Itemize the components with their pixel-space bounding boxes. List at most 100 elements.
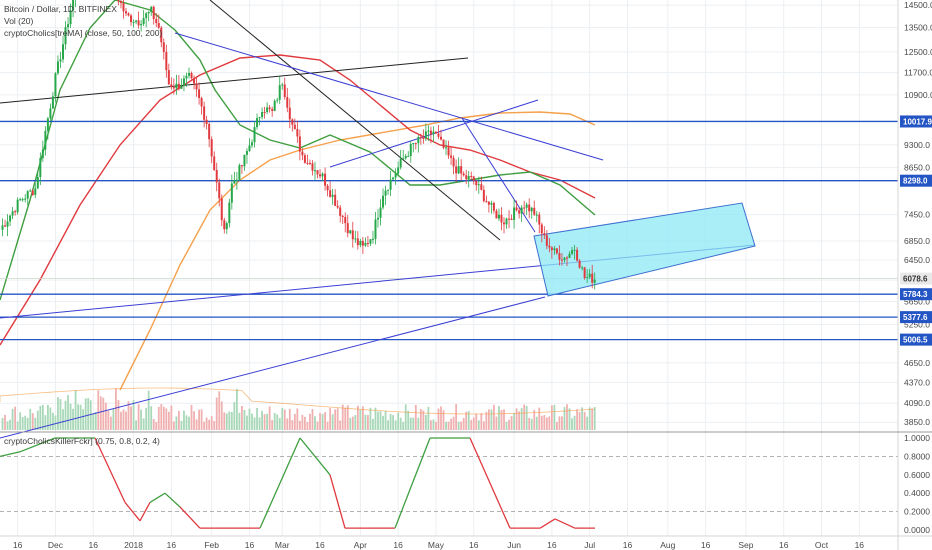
candle-body — [326, 185, 329, 191]
candle-body — [49, 108, 52, 119]
candle-body — [291, 119, 294, 125]
candle-body — [16, 199, 19, 213]
candle-body — [142, 18, 145, 24]
price-tick-label: 11700.0 — [904, 68, 932, 78]
volume-bar — [528, 417, 531, 430]
trend-drawings — [0, 0, 898, 439]
price-tick-label: 9300.0 — [904, 140, 930, 150]
candle-body — [180, 85, 183, 89]
candle-body — [331, 194, 334, 197]
candle-body — [324, 173, 327, 186]
volume-bar — [203, 421, 206, 430]
candle-body — [377, 217, 379, 220]
candle-body — [155, 18, 158, 24]
candle-body — [24, 198, 27, 200]
volume-bar — [115, 388, 117, 430]
candle-body — [535, 214, 538, 216]
volume-bar — [445, 421, 447, 430]
volume-bar — [556, 421, 558, 430]
level-tag-label: 5377.6 — [903, 313, 928, 322]
volume-bar — [243, 409, 246, 430]
price-tick-label: 12500.0 — [904, 47, 932, 57]
candle-body — [389, 179, 392, 190]
volume-bar — [160, 404, 163, 430]
candle-body — [170, 84, 173, 88]
candle-body — [117, 0, 120, 2]
volume-bar — [218, 391, 221, 430]
time-tick-label: Feb — [204, 540, 219, 550]
candle-body — [397, 167, 400, 174]
volume-bar — [180, 420, 183, 430]
candle-body — [467, 175, 470, 179]
candle-body — [1, 225, 4, 230]
volume-bar — [336, 408, 339, 430]
candle-body — [407, 155, 410, 157]
volume-bar — [387, 420, 389, 430]
candle-body — [457, 166, 460, 174]
volume-bar — [480, 413, 483, 430]
candle-body — [177, 83, 180, 89]
time-tick-label: 16 — [469, 540, 479, 550]
moving-averages — [0, 0, 596, 391]
candle-body — [301, 151, 304, 156]
candle-body — [578, 260, 581, 268]
candle-body — [165, 51, 168, 71]
candle-body — [576, 249, 579, 261]
volume-bar — [339, 420, 342, 430]
candle-body — [59, 59, 62, 62]
oscillator-segment — [539, 518, 556, 529]
candle-body — [119, 1, 122, 4]
oscillator-segment — [124, 501, 141, 522]
volume-bar — [155, 421, 158, 430]
candle-body — [152, 6, 155, 19]
candle-body — [218, 182, 221, 199]
volume-bar — [263, 414, 266, 430]
price-tick-label: 13500.0 — [904, 23, 932, 33]
volume-bar — [286, 418, 289, 430]
volume-bar — [417, 417, 420, 430]
volume-bar — [230, 412, 233, 430]
candle-body — [404, 156, 407, 159]
volume-bar — [394, 420, 397, 430]
candle-body — [44, 130, 47, 150]
level-tag — [900, 174, 932, 187]
candle-body — [190, 72, 193, 79]
volume-bar — [440, 406, 442, 430]
volume-bar — [309, 413, 311, 430]
candle-body — [205, 119, 208, 124]
candle-body — [127, 13, 130, 16]
volume-bar — [591, 408, 594, 430]
candle-body — [429, 130, 432, 135]
volume-bar — [44, 415, 47, 430]
volume-bar — [462, 417, 465, 430]
candle-body — [445, 147, 448, 149]
level-tag — [900, 333, 932, 346]
price-tick-label: 14500.0 — [904, 0, 932, 10]
candle-body — [503, 222, 505, 225]
candle-body — [465, 175, 468, 179]
candle-body — [545, 235, 548, 246]
candle-body — [311, 163, 314, 171]
channel-box — [533, 202, 756, 297]
candle-body — [563, 257, 566, 261]
volume-bar — [117, 400, 120, 430]
candle-body — [583, 267, 586, 278]
candle-body — [417, 137, 420, 144]
candle-body — [440, 136, 442, 140]
candle-body — [39, 158, 42, 178]
volume-bar — [24, 415, 27, 430]
candle-body — [31, 190, 34, 195]
volume-bar — [6, 421, 9, 430]
candle-body — [182, 78, 185, 86]
candle-body — [424, 131, 427, 139]
volume-bar — [200, 409, 203, 430]
volume-bar — [422, 410, 425, 430]
candle-body — [553, 248, 556, 251]
time-tick-label: Mar — [275, 540, 290, 550]
candle-body — [34, 188, 37, 195]
candle-body — [319, 174, 322, 177]
volume-bar — [344, 407, 347, 430]
volume-bar — [4, 414, 6, 430]
volume-bar — [266, 413, 269, 430]
volume-bar — [460, 421, 463, 430]
